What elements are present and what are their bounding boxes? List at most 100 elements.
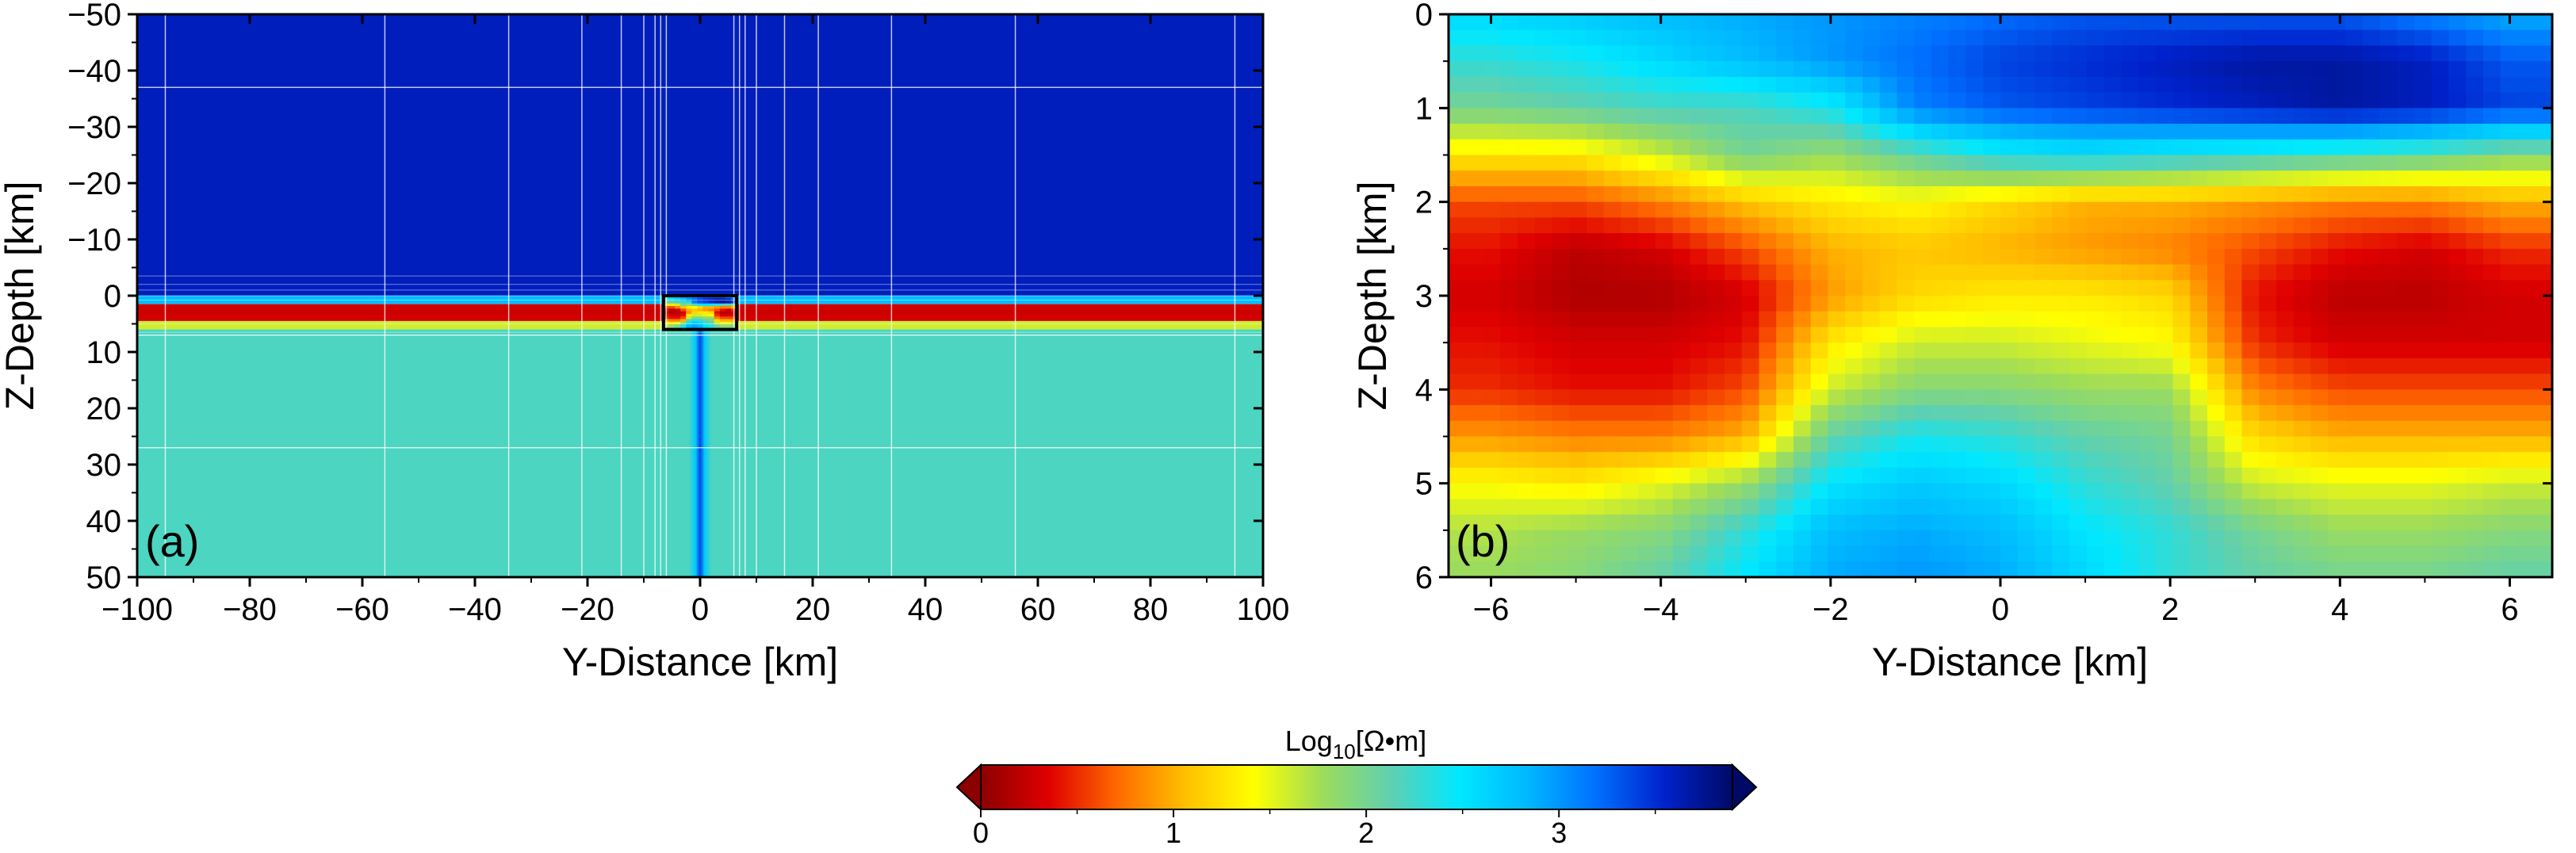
panel-b-cell: [2138, 373, 2157, 390]
panel-a-x-tick-label: 0: [691, 592, 709, 627]
panel-b-cell: [2500, 124, 2519, 140]
panel-b-cell: [1621, 373, 1639, 390]
panel-b-cell: [2017, 436, 2036, 453]
panel-b-cell: [2052, 436, 2070, 453]
panel-b-cell: [1603, 373, 1622, 390]
panel-b-cell: [1465, 108, 1484, 124]
panel-b-cell: [2155, 264, 2174, 281]
panel-b-cell: [2052, 389, 2070, 406]
panel-b-cell: [2414, 280, 2432, 296]
panel-b-cell: [2362, 311, 2381, 328]
panel-b-cell: [2155, 311, 2174, 328]
panel-b-cell: [1845, 389, 1863, 406]
panel-b-cell: [2397, 186, 2415, 203]
panel-b-cell: [1518, 201, 1536, 218]
panel-b-cell: [1483, 499, 1501, 515]
panel-b-cell: [1776, 342, 1794, 359]
panel-a-inset-cell: [708, 316, 715, 319]
panel-b-cell: [2500, 311, 2519, 328]
panel-b-cell: [1810, 483, 1829, 499]
panel-b-cell: [2448, 311, 2467, 328]
panel-b-cell: [2379, 14, 2398, 31]
panel-a-inset-cell: [708, 303, 715, 307]
panel-b-cell: [1914, 530, 1932, 547]
panel-b-cell: [1759, 327, 1777, 343]
panel-b-cell: [2172, 530, 2191, 547]
panel-b-cell: [2017, 342, 2036, 359]
panel-b-cell: [1828, 61, 1846, 78]
panel-b-cell: [2293, 14, 2312, 31]
panel-b-cell: [2034, 280, 2053, 296]
panel-b-cell: [1552, 139, 1570, 156]
panel-b-cell: [2224, 124, 2243, 140]
panel-b-cell: [2172, 483, 2191, 499]
panel-b-cell: [1983, 342, 2001, 359]
panel-b-cell: [2293, 61, 2312, 78]
panel-b-cell: [1449, 467, 1467, 484]
panel-b-cell: [1862, 561, 1881, 577]
panel-b-cell: [1500, 452, 1518, 469]
panel-b-cell: [2483, 327, 2501, 343]
panel-b-cell: [2483, 545, 2501, 562]
panel-b-cell: [2017, 280, 2036, 296]
panel-b-cell: [2414, 61, 2432, 78]
panel-b-cell: [2138, 420, 2157, 438]
panel-b-cell: [1897, 264, 1915, 281]
panel-a-inset-cell: [702, 306, 710, 309]
panel-b-cell: [2069, 545, 2088, 562]
panel-b-cell: [1897, 311, 1915, 328]
panel-b-cell: [2155, 201, 2174, 218]
panel-b-cell: [2138, 530, 2157, 547]
panel-b-cell: [1552, 483, 1570, 499]
panel-b-cell: [1518, 61, 1536, 78]
panel-b-cell: [2517, 108, 2536, 124]
panel-b-cell: [1518, 248, 1536, 266]
panel-b-cell: [2017, 155, 2036, 171]
panel-b-cell: [2190, 452, 2208, 469]
panel-b-cell: [1828, 514, 1846, 531]
panel-b-cell: [1776, 264, 1794, 281]
panel-b-cell: [1724, 108, 1743, 124]
panel-b-cell: [1690, 561, 1708, 577]
panel-b-cell: [2103, 561, 2122, 577]
panel-b-cell: [2500, 139, 2519, 156]
panel-b-cell: [1879, 201, 1898, 218]
panel-a-x-tick-label: −80: [223, 592, 277, 627]
panel-b-cell: [2069, 233, 2088, 250]
panel-b-cell: [1500, 264, 1518, 281]
panel-b-cell: [1672, 373, 1691, 390]
panel-b-cell: [2345, 108, 2364, 124]
panel-b-cell: [1483, 327, 1501, 343]
panel-b-cell: [1483, 248, 1501, 266]
panel-b-cell: [2034, 61, 2053, 78]
panel-b-cell: [2397, 124, 2415, 140]
panel-b-cell: [2103, 499, 2122, 515]
panel-b-cell: [1552, 264, 1570, 281]
panel-b-cell: [2017, 29, 2036, 47]
panel-b-cell: [1655, 499, 1674, 515]
panel-b-cell: [1983, 61, 2001, 78]
panel-b-cell: [2190, 296, 2208, 312]
panel-a-inset-cell: [719, 300, 726, 304]
panel-b-cell: [2069, 170, 2088, 187]
panel-b-cell: [2328, 45, 2346, 62]
panel-b-cell: [2138, 405, 2157, 422]
panel-b-cell: [2259, 264, 2277, 281]
panel-b-cell: [1914, 217, 1932, 234]
panel-b-x-axis-label: Y-Distance [km]: [1872, 640, 2148, 684]
panel-b-cell: [2293, 296, 2312, 312]
panel-b-cell: [2466, 201, 2484, 218]
panel-b-cell: [1948, 296, 1967, 312]
panel-b-cell: [1776, 170, 1794, 187]
panel-b-cell: [2069, 296, 2088, 312]
panel-b-cell: [2293, 405, 2312, 422]
panel-b-cell: [1483, 29, 1501, 47]
panel-a-inset-cell: [675, 313, 681, 317]
panel-b-cell: [1552, 499, 1570, 515]
panel-b-cell: [1707, 29, 1725, 47]
panel-b-cell: [1897, 233, 1915, 250]
panel-b-cell: [2483, 499, 2501, 515]
panel-b-cell: [2034, 92, 2053, 109]
panel-b-cell: [2103, 29, 2122, 47]
panel-b-cell: [2500, 545, 2519, 562]
